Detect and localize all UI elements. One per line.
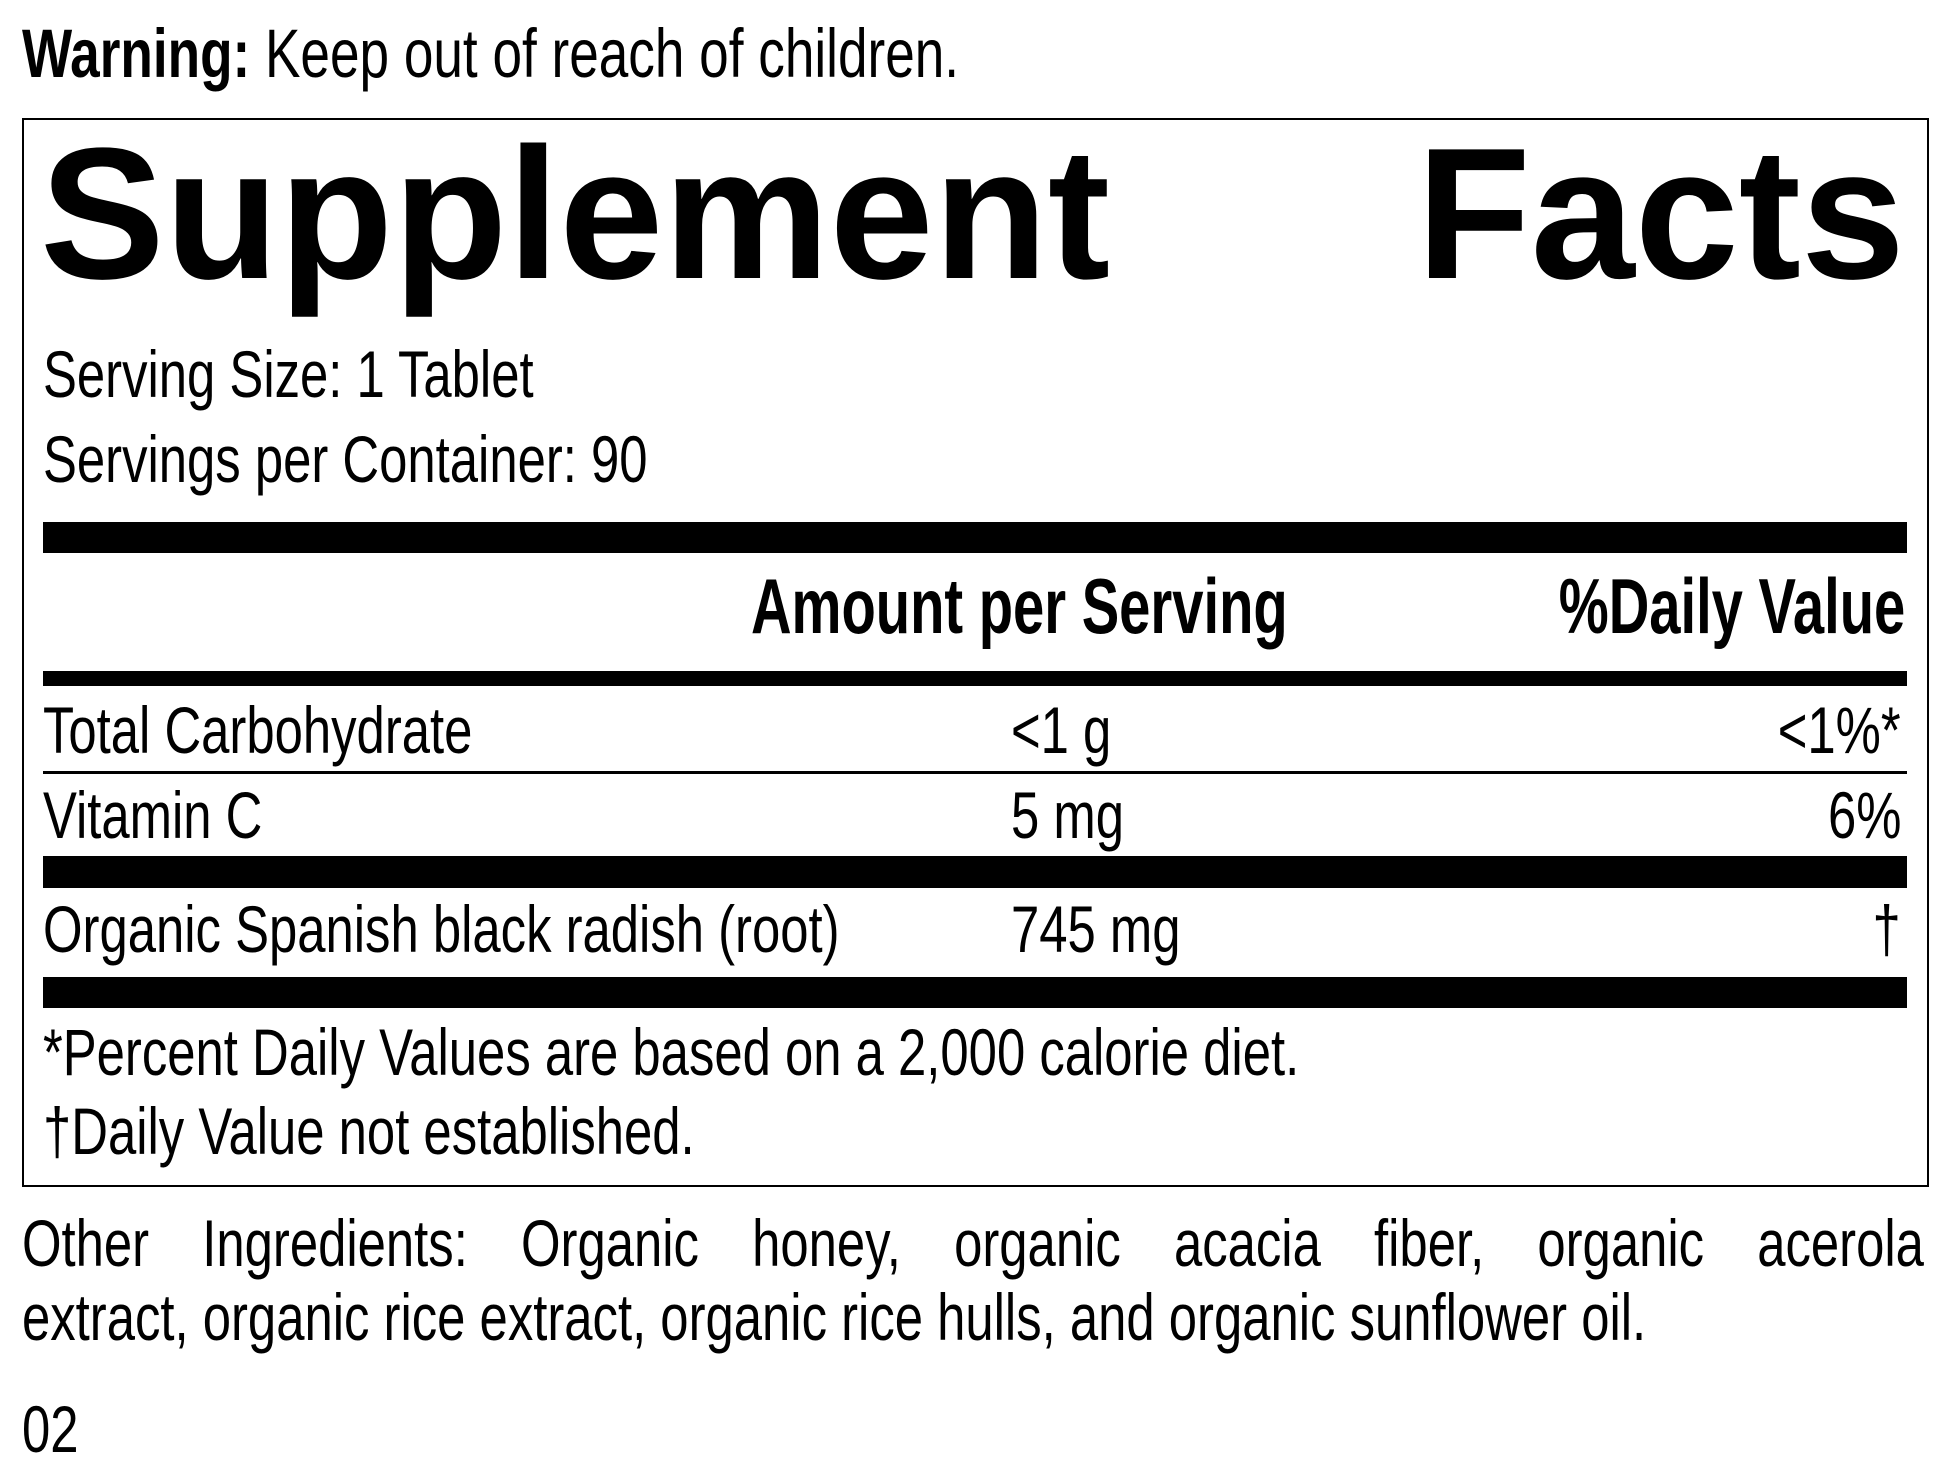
title-supplement: Supplement bbox=[40, 109, 1111, 318]
nutrient-dv: <1%* bbox=[1778, 693, 1901, 767]
warning: Warning: Keep out of reach of children. bbox=[22, 19, 959, 88]
nutrient-name: Total Carbohydrate bbox=[43, 693, 473, 767]
other-ingredients-line2: extract, organic rice extract, organic r… bbox=[22, 1280, 1647, 1354]
footnote-dv-not-established: †Daily Value not established. bbox=[43, 1094, 695, 1168]
supplement-facts-panel bbox=[22, 118, 1929, 1187]
divider-thick bbox=[43, 856, 1907, 888]
title-facts: Facts bbox=[1416, 109, 1905, 318]
divider-thick bbox=[43, 977, 1907, 1008]
nutrient-amount: 745 mg bbox=[1011, 892, 1181, 966]
label-code: 02 bbox=[22, 1392, 79, 1466]
other-ingredients-line1: Other Ingredients: Organic honey, organi… bbox=[22, 1206, 1924, 1280]
nutrient-dv: 6% bbox=[1827, 778, 1901, 852]
nutrient-name: Vitamin C bbox=[43, 778, 263, 852]
divider-thin bbox=[43, 771, 1907, 774]
nutrient-amount: <1 g bbox=[1011, 693, 1112, 767]
nutrient-amount: 5 mg bbox=[1011, 778, 1124, 852]
warning-text: Keep out of reach of children. bbox=[264, 15, 960, 92]
divider-medium bbox=[43, 671, 1907, 686]
header-daily-value: %Daily Value bbox=[1558, 562, 1905, 650]
divider-thick bbox=[43, 522, 1907, 553]
nutrient-name: Organic Spanish black radish (root) bbox=[43, 892, 840, 966]
servings-per-container: Servings per Container: 90 bbox=[43, 422, 648, 496]
footnote-percent-dv: *Percent Daily Values are based on a 2,0… bbox=[43, 1015, 1300, 1089]
header-amount: Amount per Serving bbox=[751, 562, 1288, 650]
serving-size: Serving Size: 1 Tablet bbox=[43, 337, 534, 411]
warning-label: Warning: bbox=[22, 15, 251, 92]
nutrient-dv: † bbox=[1872, 892, 1901, 966]
